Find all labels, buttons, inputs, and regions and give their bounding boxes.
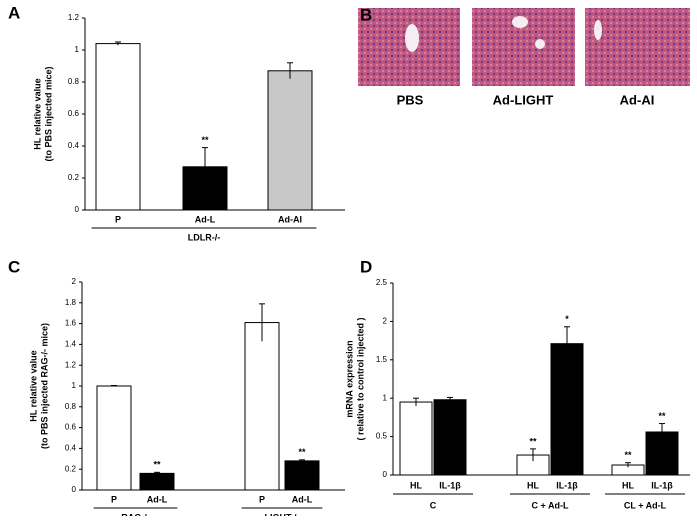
image-caption: Ad-AI	[620, 92, 655, 107]
panel-letter: C	[8, 257, 20, 276]
significance-label: **	[298, 447, 306, 457]
x-tick-label: P	[115, 214, 121, 224]
significance-label: **	[153, 460, 161, 470]
y-tick-label: 0.4	[68, 141, 80, 150]
y-tick-label: 0.2	[68, 173, 80, 182]
y-axis-label: mRNA expression	[344, 340, 354, 417]
x-tick-label: C + Ad-L	[532, 500, 569, 510]
micrographs: B PBS Ad-LIGHT Ad-AI	[358, 5, 690, 107]
bar	[139, 472, 175, 491]
y-tick-label: 2.5	[376, 278, 388, 287]
y-tick-label: 1.4	[65, 340, 77, 349]
y-tick-label: 1.8	[65, 298, 77, 307]
x-tick-label: P	[111, 494, 117, 504]
y-axis-label: HL relative value	[32, 78, 42, 149]
bar	[550, 343, 584, 476]
group-label: LDLR-/-	[188, 232, 221, 242]
bar	[267, 70, 313, 211]
group-label: LIGHT-/-	[265, 512, 300, 516]
series-label: HL	[622, 480, 634, 490]
y-axis-label: HL relative value	[28, 350, 38, 421]
bar	[284, 460, 320, 491]
significance-label: **	[658, 411, 666, 421]
vessel	[594, 20, 602, 40]
panel-letter: A	[8, 3, 20, 22]
y-tick-label: 2	[72, 277, 77, 286]
bar	[433, 399, 467, 476]
y-tick-label: 1	[383, 393, 388, 402]
bar	[399, 401, 433, 476]
x-tick-label: Ad-L	[195, 214, 216, 224]
y-tick-label: 0.6	[68, 109, 80, 118]
image-caption: Ad-LIGHT	[493, 92, 554, 107]
y-tick-label: 1.5	[376, 355, 388, 364]
x-tick-label: Ad-AI	[278, 214, 302, 224]
y-tick-label: 0	[383, 470, 388, 479]
vessel	[512, 16, 528, 28]
bar	[95, 43, 141, 211]
y-tick-label: 0.8	[68, 77, 80, 86]
group-label: RAG-/-	[121, 512, 150, 516]
significance-label: **	[529, 436, 537, 446]
bar	[96, 385, 132, 491]
y-tick-label: 1.2	[65, 360, 77, 369]
y-tick-label: 0.5	[376, 432, 388, 441]
significance-label: **	[624, 450, 632, 460]
micrograph	[585, 8, 690, 86]
y-tick-label: 0.4	[65, 444, 77, 453]
significance-label: **	[201, 135, 209, 145]
y-tick-label: 1	[75, 45, 80, 54]
series-label: IL-1β	[651, 480, 673, 490]
y-tick-label: 0	[75, 205, 80, 214]
series-label: HL	[527, 480, 539, 490]
y-tick-label: 2	[383, 317, 388, 326]
panel-letter: B	[360, 5, 372, 24]
x-tick-label: CL + Ad-L	[624, 500, 667, 510]
y-tick-label: 0.6	[65, 423, 77, 432]
series-label: IL-1β	[439, 480, 461, 490]
x-tick-label: P	[259, 494, 265, 504]
x-tick-label: Ad-L	[147, 494, 168, 504]
series-label: IL-1β	[556, 480, 578, 490]
y-axis-label: (to PBS injected RAG-/- mice)	[39, 323, 49, 449]
y-tick-label: 1	[72, 381, 77, 390]
x-tick-label: C	[430, 500, 437, 510]
y-tick-label: 0	[72, 485, 77, 494]
x-tick-label: Ad-L	[292, 494, 313, 504]
significance-label: *	[565, 314, 569, 324]
panel-letter: D	[360, 257, 372, 276]
y-tick-label: 1.6	[65, 319, 77, 328]
series-label: HL	[410, 480, 422, 490]
y-axis-label: (to PBS injected mice)	[43, 66, 53, 161]
bar	[244, 322, 280, 491]
y-tick-label: 0.2	[65, 464, 77, 473]
vessel	[405, 24, 419, 52]
y-tick-label: 0.8	[65, 402, 77, 411]
vessel	[535, 39, 545, 49]
image-caption: PBS	[397, 92, 424, 107]
y-tick-label: 1.2	[68, 13, 80, 22]
y-axis-label: ( relative to control injected )	[355, 317, 365, 440]
